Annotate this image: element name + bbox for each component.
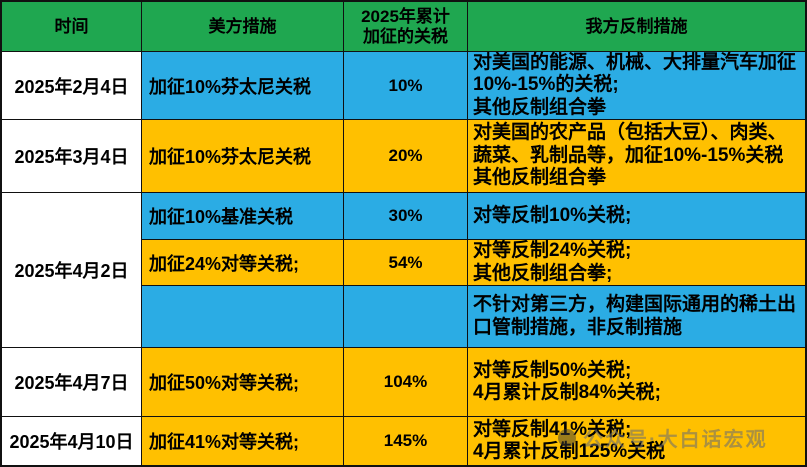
countermeasure-cell: 对美国的能源、机械、大排量汽车加征10%-15%的关税; 其他反制组合拳 (468, 52, 805, 119)
empty-us-measure-cell (142, 286, 343, 347)
date-cell-merged: 2025年4月2日 (2, 193, 141, 347)
countermeasure-cell: 不针对第三方，构建国际通用的稀土出口管制措施，非反制措施 (468, 286, 805, 347)
us-measure-cell: 加征10%芬太尼关税 (142, 120, 343, 192)
countermeasure-cell: 对等反制41%关税; 4月累计反制125%关税 (468, 417, 805, 465)
header-cell-time: 时间 (2, 2, 141, 51)
empty-cumulative-tariff-cell (344, 286, 467, 347)
cumulative-tariff-cell: 104% (344, 348, 467, 416)
us-measure-cell: 加征24%对等关税; (142, 240, 343, 285)
us-measure-cell: 加征10%基准关税 (142, 193, 343, 239)
date-cell: 2025年2月4日 (2, 52, 141, 119)
countermeasure-cell: 对等反制10%关税; (468, 193, 805, 239)
cumulative-tariff-cell: 10% (344, 52, 467, 119)
cumulative-tariff-cell: 54% (344, 240, 467, 285)
cumulative-tariff-cell: 20% (344, 120, 467, 192)
us-measure-cell: 加征41%对等关税; (142, 417, 343, 465)
date-cell: 2025年3月4日 (2, 120, 141, 192)
us-measure-cell: 加征50%对等关税; (142, 348, 343, 416)
header-cell-countermeasures: 我方反制措施 (468, 2, 805, 51)
cumulative-tariff-cell: 30% (344, 193, 467, 239)
us-measure-cell: 加征10%芬太尼关税 (142, 52, 343, 119)
countermeasure-cell: 对等反制50%关税; 4月累计反制84%关税; (468, 348, 805, 416)
header-cell-us-measures: 美方措施 (142, 2, 343, 51)
countermeasure-cell: 对等反制24%关税; 其他反制组合拳; (468, 240, 805, 285)
date-cell: 2025年4月10日 (2, 417, 141, 465)
cumulative-tariff-cell: 145% (344, 417, 467, 465)
date-cell: 2025年4月7日 (2, 348, 141, 416)
header-cell-cumulative-tariff: 2025年累计 加征的关税 (344, 2, 467, 51)
countermeasure-cell: 对美国的农产品（包括大豆）、肉类、蔬菜、乳制品等，加征10%-15%关税 其他反… (468, 120, 805, 192)
